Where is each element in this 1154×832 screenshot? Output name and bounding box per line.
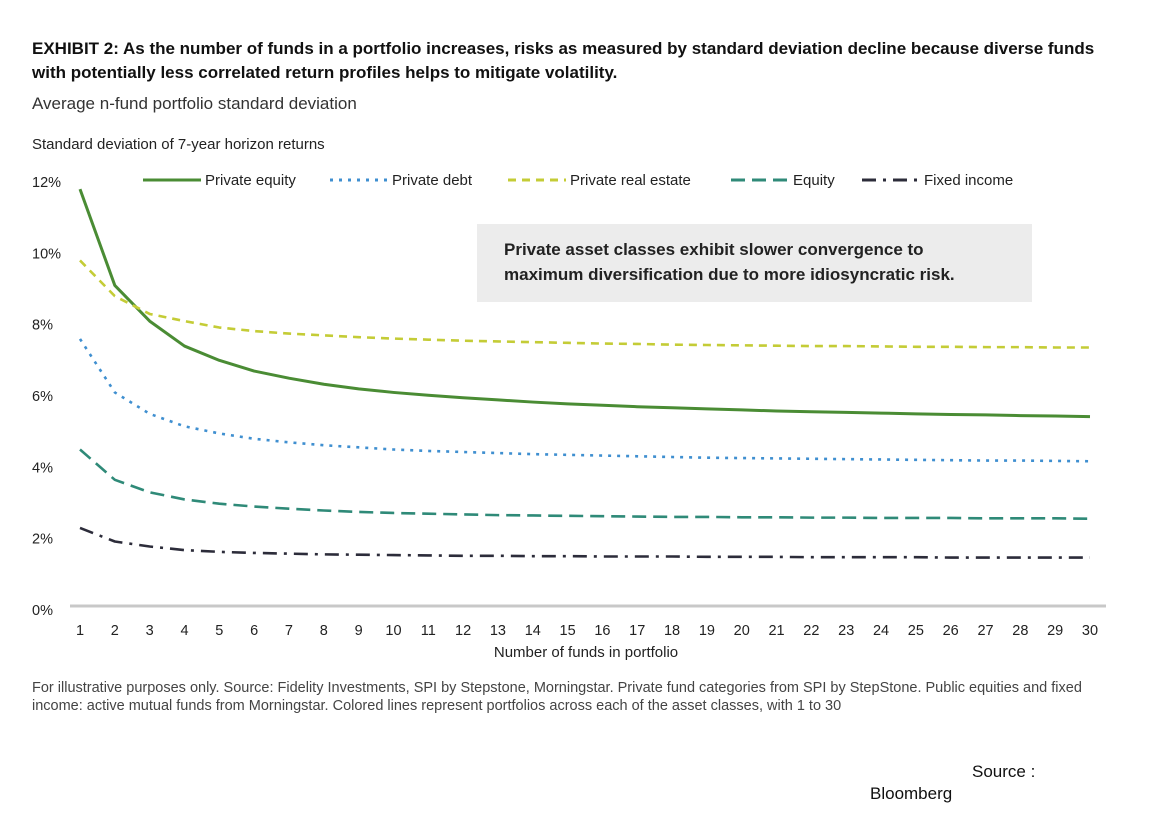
x-axis-label: Number of funds in portfolio xyxy=(494,644,678,661)
x-tick-label: 28 xyxy=(1012,623,1028,639)
x-tick-label: 20 xyxy=(734,623,750,639)
y-axis-label: Standard deviation of 7-year horizon ret… xyxy=(32,136,325,153)
x-tick-label: 8 xyxy=(320,623,328,639)
x-tick-label: 25 xyxy=(908,623,924,639)
x-tick-label: 1 xyxy=(76,623,84,639)
legend-label: Fixed income xyxy=(924,172,1013,189)
x-tick-label: 15 xyxy=(560,623,576,639)
page-title: EXHIBIT 2: As the number of funds in a p… xyxy=(32,39,1095,82)
series-line-private-equity xyxy=(78,188,1091,419)
legend-label: Private equity xyxy=(205,172,296,189)
y-tick-label: 8% xyxy=(32,318,53,334)
x-tick-label: 11 xyxy=(421,623,436,639)
y-tick-label: 10% xyxy=(32,246,61,262)
x-tick-label: 16 xyxy=(594,623,610,639)
legend: Private equity Private debt Private real e… xyxy=(143,172,1013,189)
annotation-box: Private asset classes exhibit slower con… xyxy=(477,224,1032,302)
footnote: For illustrative purposes only. Source: … xyxy=(32,680,1082,714)
x-tick-label: 7 xyxy=(285,623,293,639)
x-tick-label: 18 xyxy=(664,623,680,639)
series-lines xyxy=(78,188,1091,559)
x-tick-label: 10 xyxy=(385,623,401,639)
source-label: Source : xyxy=(972,762,1036,781)
x-axis-ticks: 1 2 3 4 5 6 7 8 9 10 11 12 13 14 15 16 17 18 19 20 21 22 23 24 2… xyxy=(76,623,1098,639)
annotation-background xyxy=(477,224,1032,302)
series-line-fixed-income xyxy=(79,526,1090,559)
series-line-private-debt xyxy=(78,338,1091,463)
chart-subtitle: Average n-fund portfolio standard deviat… xyxy=(32,94,357,113)
series-line-private-real-estate xyxy=(79,259,1090,349)
y-tick-label: 2% xyxy=(32,532,53,548)
x-tick-label: 23 xyxy=(838,623,854,639)
series-line-equity xyxy=(79,448,1091,520)
y-tick-label: 4% xyxy=(32,460,53,476)
x-tick-label: 21 xyxy=(768,623,784,639)
x-tick-label: 17 xyxy=(629,623,645,639)
x-tick-label: 22 xyxy=(803,623,819,639)
y-axis-ticks: 0% 2% 4% 6% 8% 10% 12% xyxy=(32,175,61,619)
annotation-line-2: maximum diversification due to more idio… xyxy=(504,265,955,284)
y-tick-label: 6% xyxy=(32,389,53,405)
legend-label: Private real estate xyxy=(570,172,691,189)
x-tick-label: 4 xyxy=(180,623,188,639)
annotation-line-1: Private asset classes exhibit slower con… xyxy=(504,240,924,259)
x-tick-label: 5 xyxy=(215,623,223,639)
x-tick-label: 14 xyxy=(525,623,541,639)
x-tick-label: 30 xyxy=(1082,623,1098,639)
x-tick-label: 29 xyxy=(1047,623,1063,639)
x-tick-label: 12 xyxy=(455,623,471,639)
legend-label: Private debt xyxy=(392,172,473,189)
x-tick-label: 24 xyxy=(873,623,889,639)
y-tick-label: 0% xyxy=(32,603,53,619)
x-tick-label: 6 xyxy=(250,623,258,639)
x-tick-label: 3 xyxy=(146,623,154,639)
y-tick-label: 12% xyxy=(32,175,61,191)
source-name: Bloomberg xyxy=(870,784,953,803)
x-tick-label: 9 xyxy=(355,623,363,639)
x-tick-label: 19 xyxy=(699,623,715,639)
legend-label: Equity xyxy=(793,172,835,189)
x-tick-label: 2 xyxy=(111,623,119,639)
x-tick-label: 26 xyxy=(943,623,959,639)
x-tick-label: 13 xyxy=(490,623,506,639)
x-tick-label: 27 xyxy=(977,623,993,639)
